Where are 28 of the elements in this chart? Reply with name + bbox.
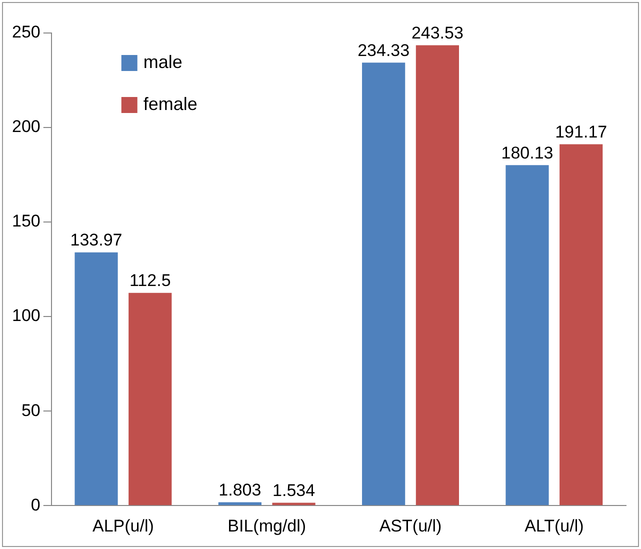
legend-label: female	[143, 94, 198, 114]
y-tick-label: 250	[12, 22, 40, 42]
x-tick-label: ALT(u/l)	[524, 516, 584, 536]
bar	[362, 62, 406, 506]
bar	[218, 502, 262, 506]
x-tick-label: ALP(u/l)	[92, 516, 154, 536]
x-tick-label: BIL(mg/dl)	[228, 516, 306, 536]
bar	[128, 292, 172, 506]
data-label: 191.17	[555, 122, 608, 142]
bar	[506, 165, 549, 506]
legend-label: male	[143, 52, 182, 72]
data-label: 234.33	[358, 40, 410, 60]
y-tick-label: 200	[12, 117, 40, 136]
y-tick-label: 50	[21, 400, 40, 420]
data-label: 112.5	[129, 271, 171, 290]
data-label: 243.53	[411, 23, 464, 42]
data-label: 133.97	[70, 230, 122, 250]
bar	[560, 144, 603, 506]
bar	[74, 252, 118, 506]
y-tick-label: 150	[12, 212, 40, 231]
data-label: 180.13	[501, 143, 554, 162]
bar	[272, 502, 316, 506]
data-label: 1.803	[218, 480, 262, 500]
y-tick-label: 0	[30, 495, 40, 514]
y-tick-label: 100	[12, 306, 40, 326]
data-label: 1.534	[272, 480, 316, 500]
x-tick-label: AST(u/l)	[379, 516, 442, 536]
bar	[416, 45, 459, 506]
